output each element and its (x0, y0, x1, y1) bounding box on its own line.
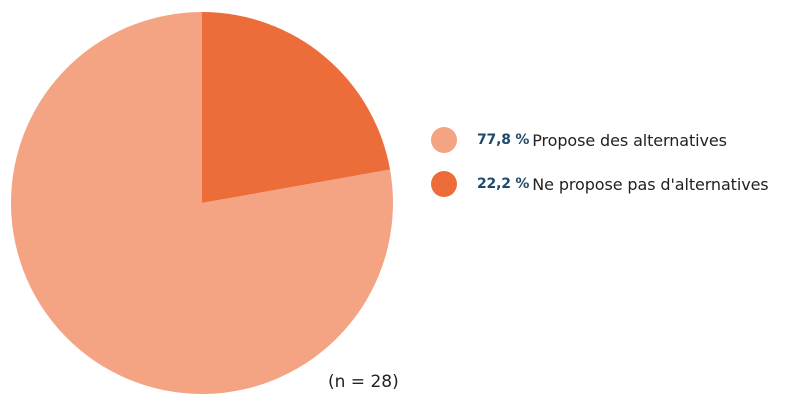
legend-item-propose: 77,8 % Propose des alternatives (431, 127, 769, 153)
legend-value-propose: 77,8 % (477, 132, 530, 148)
legend-swatch-ne-propose-pas (431, 171, 457, 197)
sample-size-note: (n = 28) (328, 372, 399, 392)
legend: 77,8 % Propose des alternatives 22,2 % N… (431, 127, 769, 215)
pie-slice-propose (10, 12, 393, 394)
legend-value-ne-propose-pas: 22,2 % (477, 176, 530, 192)
legend-label-propose: Propose des alternatives (532, 130, 727, 150)
pie-chart (10, 12, 393, 394)
legend-swatch-propose (431, 127, 457, 153)
pie-slice-ne-propose-pas (202, 12, 391, 203)
legend-item-ne-propose-pas: 22,2 % Ne propose pas d'alternatives (431, 171, 769, 197)
legend-label-ne-propose-pas: Ne propose pas d'alternatives (532, 174, 769, 194)
